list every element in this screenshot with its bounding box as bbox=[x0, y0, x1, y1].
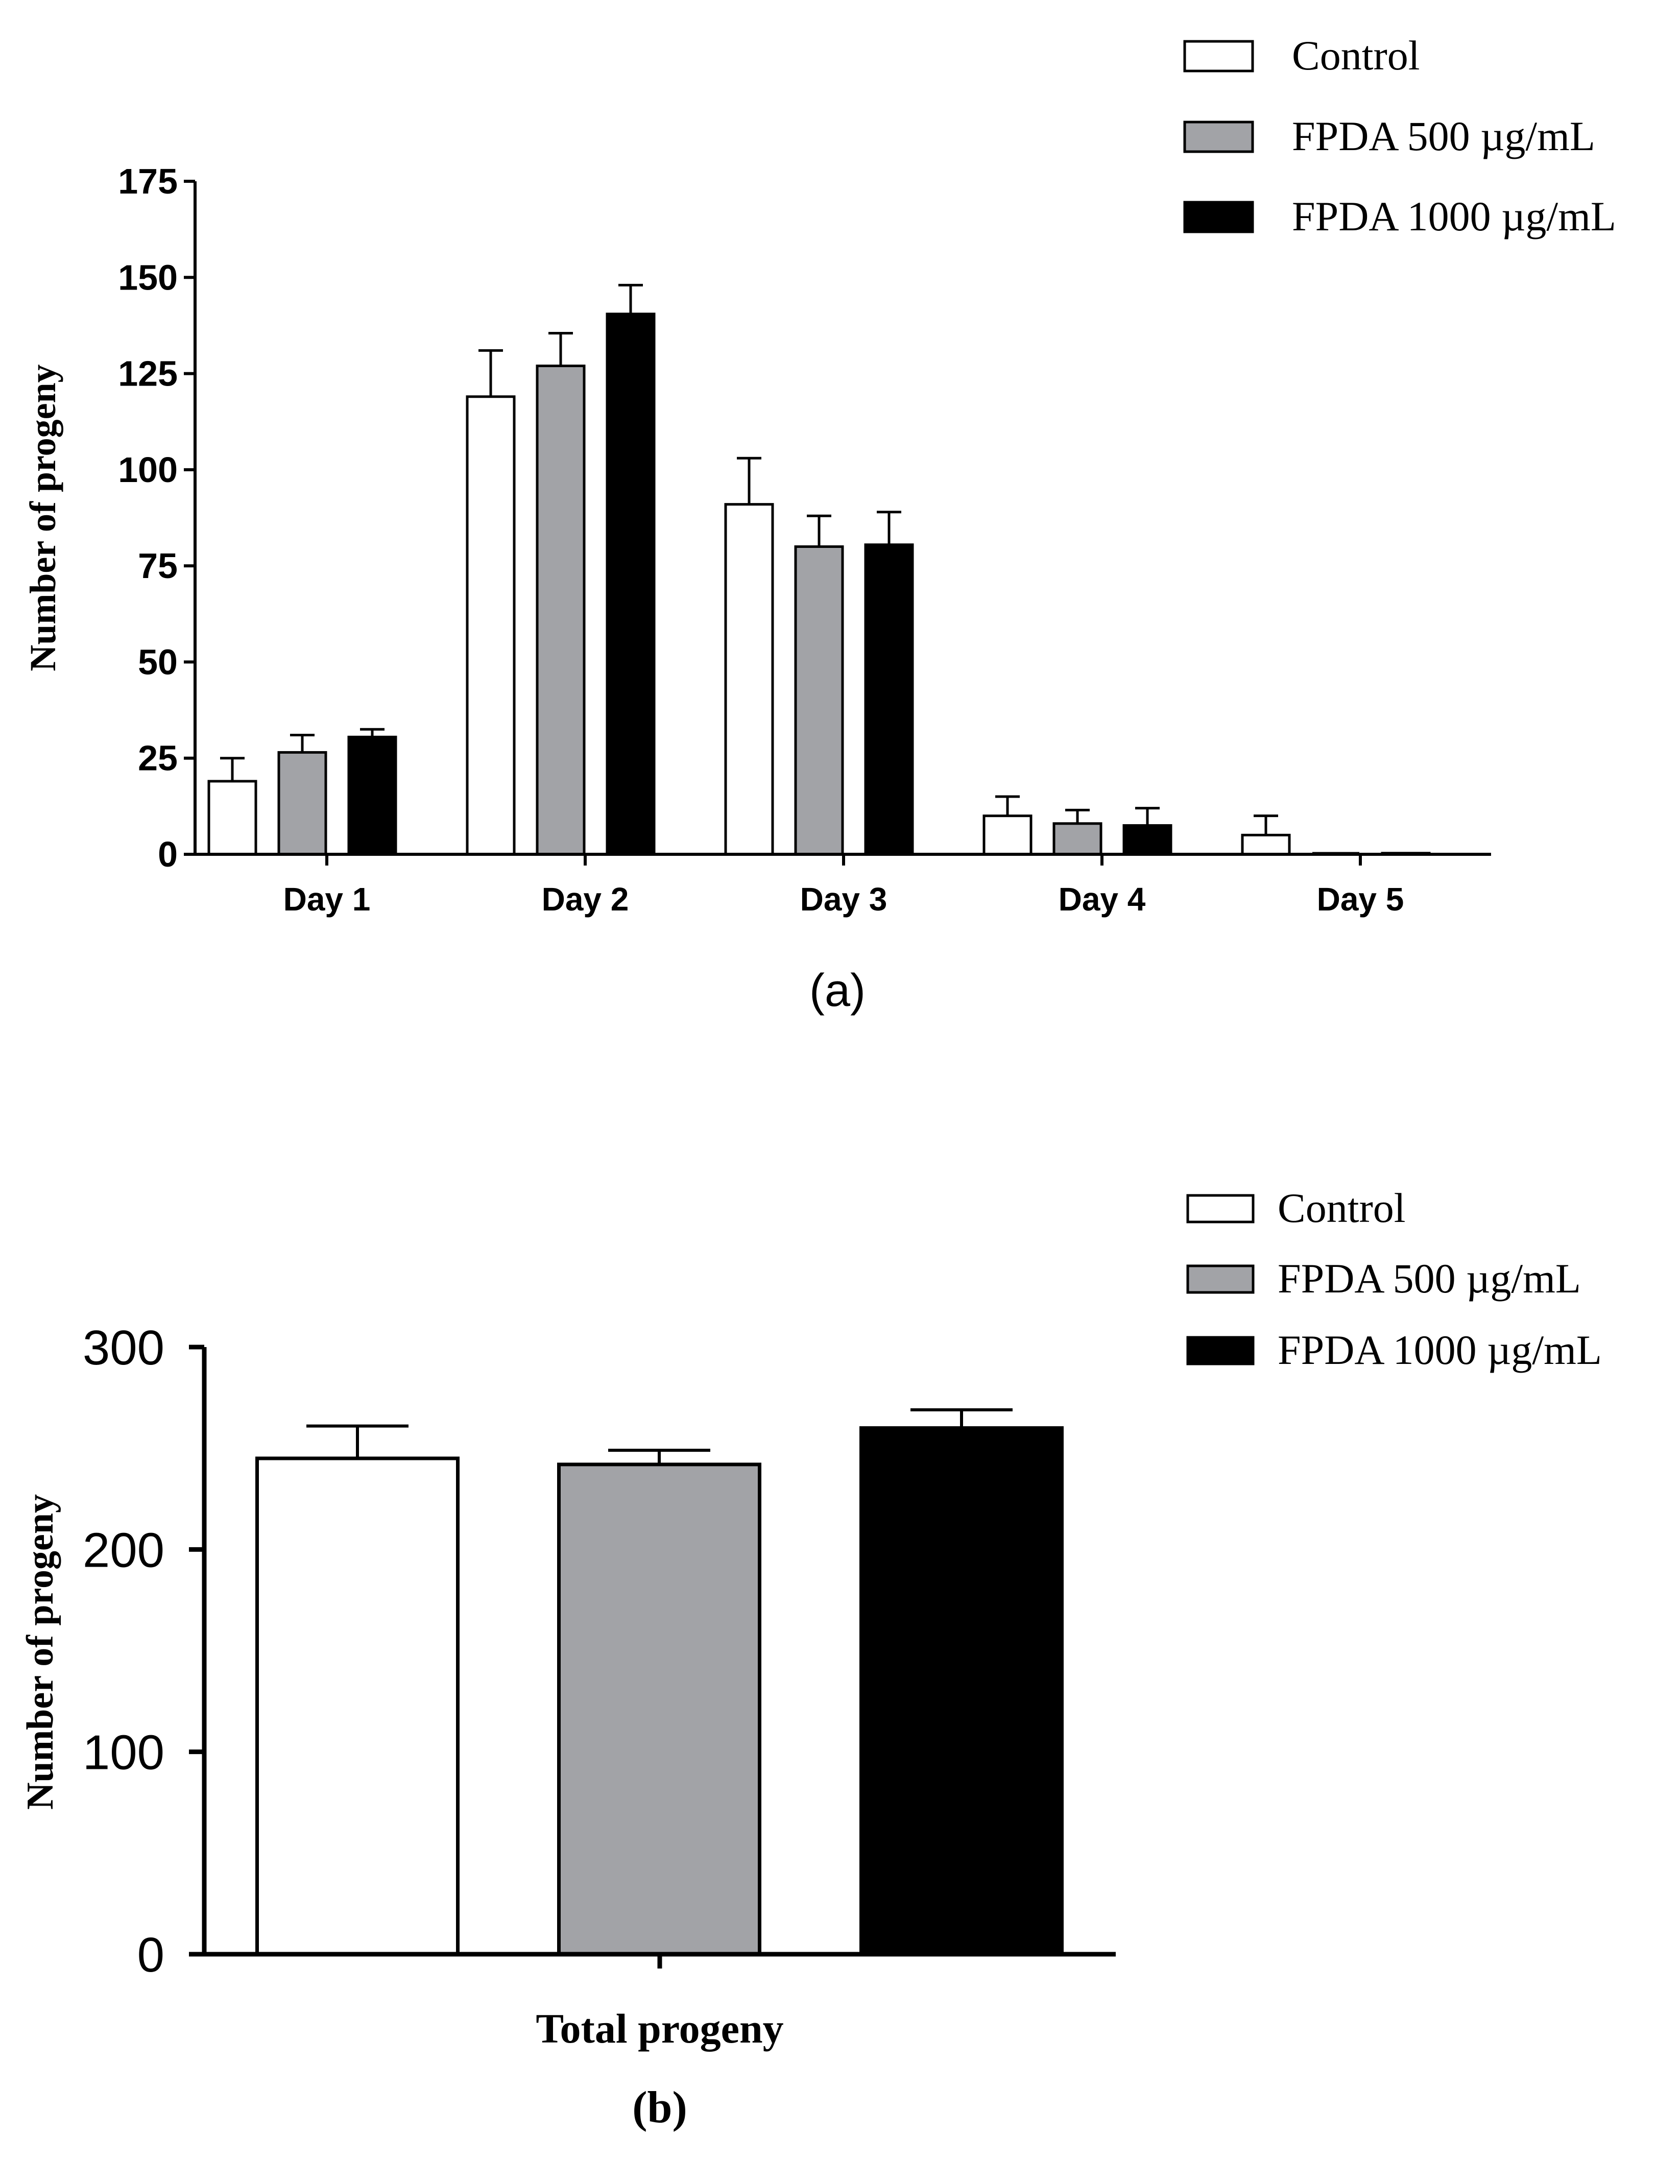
bar-fpda1000-2 bbox=[864, 543, 914, 856]
y-axis-title: Number of progeny bbox=[22, 364, 63, 671]
y-tick-label: 75 bbox=[138, 546, 178, 586]
y-tick-label: 300 bbox=[83, 1321, 164, 1375]
y-tick-label: 0 bbox=[137, 1928, 164, 1982]
bar-fpda1000-0 bbox=[859, 1426, 1064, 1956]
legend-label: FPDA 500 µg/mL bbox=[1292, 113, 1595, 159]
panel-label: (a) bbox=[809, 965, 866, 1016]
y-tick-label: 200 bbox=[83, 1523, 164, 1577]
x-category-label: Day 1 bbox=[283, 881, 371, 918]
legend-label: FPDA 1000 µg/mL bbox=[1292, 193, 1616, 239]
bar-fpda500-0 bbox=[557, 1462, 761, 1956]
legend-swatch-fpda500 bbox=[1183, 121, 1254, 153]
x-category-label: Day 3 bbox=[800, 881, 887, 918]
bar-control-3 bbox=[982, 814, 1033, 856]
bar-control-4 bbox=[1241, 833, 1291, 856]
x-category-label: Day 2 bbox=[542, 881, 629, 918]
chart-b: 0 100 200 300 Total progeny Number of progeny… bbox=[19, 1185, 1602, 2132]
y-tick-label: 125 bbox=[118, 354, 178, 394]
legend-swatch-fpda1000 bbox=[1183, 201, 1254, 233]
x-category-label: Day 5 bbox=[1317, 881, 1404, 918]
y-tick-label: 150 bbox=[118, 257, 178, 297]
bar-control-2 bbox=[724, 503, 774, 856]
bar-fpda500-3 bbox=[1052, 822, 1102, 856]
bar-fpda500-2 bbox=[794, 545, 844, 856]
bar-fpda1000-3 bbox=[1122, 824, 1172, 856]
legend-label: Control bbox=[1278, 1185, 1406, 1231]
legend-label: Control bbox=[1292, 32, 1420, 79]
y-axis-title: Number of progeny bbox=[19, 1494, 61, 1810]
bar-fpda1000-1 bbox=[606, 313, 656, 856]
y-tick-label: 25 bbox=[138, 738, 178, 778]
bar-control-0 bbox=[255, 1456, 460, 1956]
legend-swatch-fpda1000 bbox=[1186, 1336, 1255, 1365]
legend-label: FPDA 1000 µg/mL bbox=[1278, 1327, 1602, 1373]
bar-control-1 bbox=[466, 395, 516, 856]
chart-a: 0 25 50 75 100 125 150 175 Day 1 Day 2 Day 3 Day 4 D… bbox=[22, 32, 1616, 1016]
y-tick-label: 0 bbox=[158, 834, 178, 874]
legend-label: FPDA 500 µg/mL bbox=[1278, 1255, 1581, 1302]
x-category-label: Total progeny bbox=[536, 2005, 783, 2052]
bar-fpda1000-0 bbox=[347, 735, 397, 856]
bar-control-0 bbox=[207, 780, 257, 856]
x-category-label: Day 4 bbox=[1059, 881, 1146, 918]
y-tick-label: 175 bbox=[118, 161, 178, 201]
legend-swatch-control bbox=[1183, 40, 1254, 73]
legend-swatch-fpda500 bbox=[1186, 1264, 1255, 1294]
panel-label: (b) bbox=[632, 2083, 687, 2132]
bar-fpda500-0 bbox=[277, 751, 327, 856]
y-tick-label: 50 bbox=[138, 642, 178, 682]
bar-fpda500-1 bbox=[536, 365, 586, 856]
legend-swatch-control bbox=[1186, 1194, 1255, 1223]
y-tick-label: 100 bbox=[83, 1725, 164, 1780]
y-tick-label: 100 bbox=[118, 450, 178, 490]
